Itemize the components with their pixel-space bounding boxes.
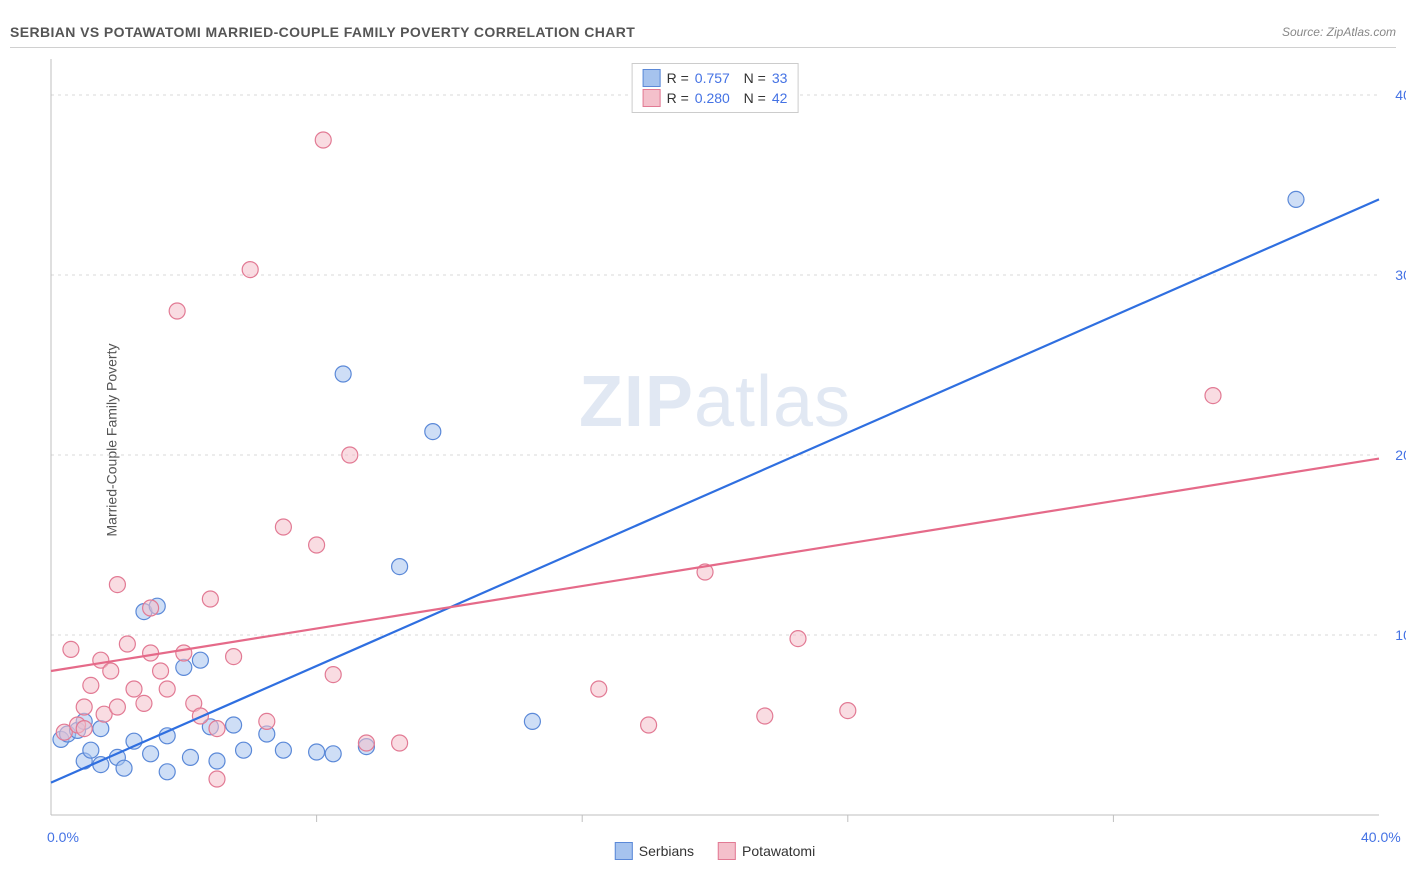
r-value: 0.757 [695, 70, 730, 86]
legend-stat-row: R = 0.280 N = 42 [643, 88, 788, 108]
legend-stats: R = 0.757 N = 33 R = 0.280 N = 42 [632, 63, 799, 113]
x-tick-label: 0.0% [47, 829, 79, 845]
x-tick-label: 40.0% [1361, 829, 1401, 845]
y-tick-label: 20.0% [1395, 447, 1406, 463]
chart-source: Source: ZipAtlas.com [1282, 25, 1396, 39]
chart-header: SERBIAN VS POTAWATOMI MARRIED-COUPLE FAM… [10, 20, 1396, 48]
n-label: N = [736, 70, 766, 86]
legend-swatch [615, 842, 633, 860]
legend-label: Potawatomi [742, 843, 815, 859]
legend-swatch [643, 89, 661, 107]
r-label: R = [667, 90, 689, 106]
r-label: R = [667, 70, 689, 86]
chart-area: Married-Couple Family Poverty ZIPatlas R… [45, 55, 1385, 825]
legend-item: Potawatomi [718, 842, 815, 860]
legend-label: Serbians [639, 843, 694, 859]
legend-item: Serbians [615, 842, 694, 860]
chart-title: SERBIAN VS POTAWATOMI MARRIED-COUPLE FAM… [10, 24, 635, 40]
legend-swatch [643, 69, 661, 87]
y-tick-label: 30.0% [1395, 267, 1406, 283]
r-value: 0.280 [695, 90, 730, 106]
legend-stat-row: R = 0.757 N = 33 [643, 68, 788, 88]
n-label: N = [736, 90, 766, 106]
n-value: 33 [772, 70, 788, 86]
legend-swatch [718, 842, 736, 860]
legend-series: Serbians Potawatomi [615, 842, 815, 860]
scatter-plot [45, 55, 1385, 825]
n-value: 42 [772, 90, 788, 106]
y-tick-label: 10.0% [1395, 627, 1406, 643]
y-tick-label: 40.0% [1395, 87, 1406, 103]
